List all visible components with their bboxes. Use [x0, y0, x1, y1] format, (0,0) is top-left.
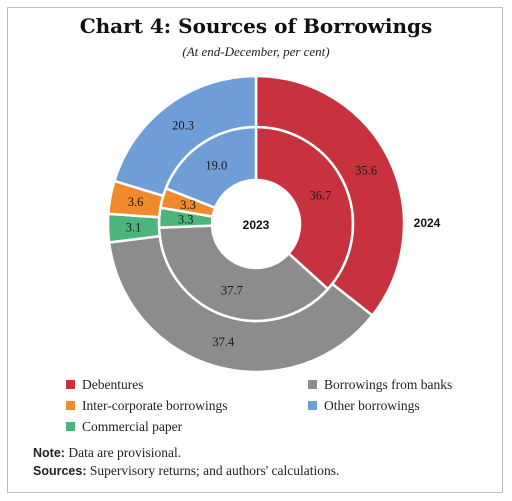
legend-swatch [308, 380, 317, 389]
note-text: Data are provisional. [68, 445, 182, 460]
legend-swatch [66, 401, 75, 410]
slice-2024-debentures [254, 74, 406, 318]
note-line: Note: Data are provisional. [33, 444, 493, 462]
sources-label: Sources: [33, 464, 87, 478]
legend-swatch [308, 401, 317, 410]
data-label: 3.1 [126, 220, 142, 234]
note-label: Note: [33, 446, 65, 460]
legend-label: Commercial paper [82, 419, 183, 434]
slice-2024-borrowings-from-banks [107, 234, 375, 374]
legend-label: Borrowings from banks [324, 377, 453, 392]
data-label: 36.7 [309, 188, 331, 202]
chart-notes: Note: Data are provisional. Sources: Sup… [33, 444, 493, 480]
slice-2024-other-borrowings [112, 74, 258, 198]
legend-swatch [66, 380, 75, 389]
data-label: 3.3 [180, 198, 196, 212]
sources-line: Sources: Supervisory returns; and author… [33, 462, 493, 480]
data-label: 35.6 [355, 163, 377, 177]
data-label: 3.3 [178, 212, 194, 226]
data-label: 20.3 [172, 119, 194, 133]
data-label: 37.4 [212, 335, 235, 349]
legend-item-borrowings-from-banks: Borrowings from banks [308, 377, 452, 393]
legend-item-other-borrowings: Other borrowings [308, 398, 420, 414]
series-label-2023: 2023 [243, 218, 270, 232]
data-label: 19.0 [205, 159, 227, 173]
legend-item-debentures: Debentures [66, 377, 143, 393]
data-label: 3.6 [128, 195, 144, 209]
series-label-2024: 2024 [414, 216, 441, 230]
chart-subtitle: (At end-December, per cent) [182, 44, 330, 59]
legend-label: Other borrowings [324, 398, 420, 413]
legend-label: Debentures [82, 377, 144, 392]
legend-item-inter-corporate-borrowings: Inter-corporate borrowings [66, 398, 228, 414]
sources-text: Supervisory returns; and authors' calcul… [89, 463, 340, 478]
chart-title: Chart 4: Sources of Borrowings [79, 14, 433, 38]
legend-item-commercial-paper: Commercial paper [66, 419, 182, 435]
legend-label: Inter-corporate borrowings [82, 398, 228, 413]
legend-swatch [66, 422, 75, 431]
data-label: 37.7 [221, 283, 243, 297]
